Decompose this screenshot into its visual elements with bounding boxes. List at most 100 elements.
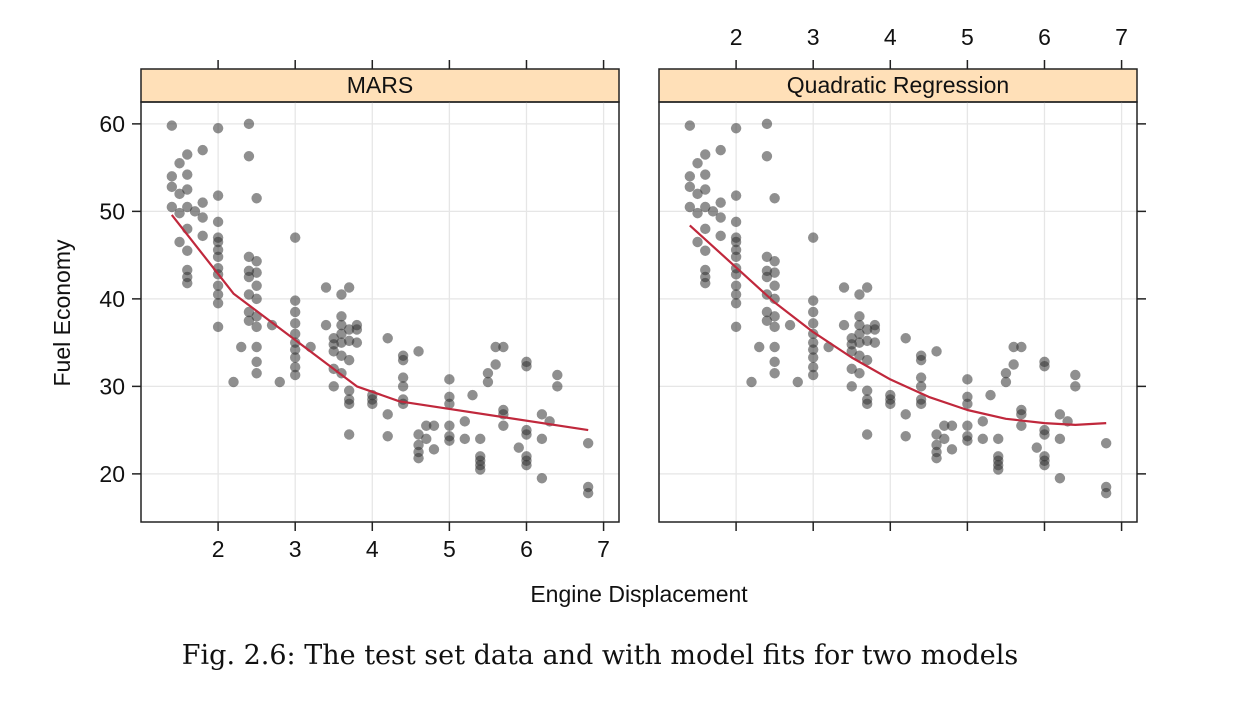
data-point <box>482 368 494 379</box>
data-point <box>336 311 347 322</box>
data-point <box>475 464 486 475</box>
data-point <box>754 341 765 353</box>
data-point <box>289 361 301 373</box>
data-point <box>212 190 224 201</box>
data-point <box>807 318 819 329</box>
data-point <box>536 409 548 420</box>
data-point <box>915 398 927 410</box>
data-point <box>174 236 185 248</box>
data-point <box>212 298 224 309</box>
data-point <box>931 429 942 440</box>
data-point <box>900 431 911 442</box>
data-point <box>1008 341 1019 353</box>
data-point <box>382 431 393 442</box>
data-point <box>838 282 850 293</box>
data-point <box>498 420 509 431</box>
data-point <box>251 356 262 368</box>
data-point <box>885 398 896 410</box>
data-point <box>166 171 178 182</box>
data-point <box>993 464 1004 475</box>
data-point <box>861 282 873 293</box>
data-point <box>854 350 865 361</box>
y-tick-label: 30 <box>99 373 125 399</box>
data-point <box>915 372 927 383</box>
panel-border <box>658 101 1138 523</box>
x-tick-label: 7 <box>597 536 610 562</box>
data-point <box>700 223 711 235</box>
data-point <box>854 319 865 331</box>
data-point <box>1054 409 1066 420</box>
data-point <box>730 190 742 201</box>
data-point <box>197 197 208 208</box>
x-tick-label: 5 <box>443 536 456 562</box>
data-point <box>382 333 393 344</box>
x-tick-label-top: 7 <box>1115 24 1128 50</box>
panel-0: MARS 2 3 4 5 6 7 20 30 40 50 60 <box>99 60 620 562</box>
data-point <box>413 346 424 357</box>
data-point <box>684 171 696 182</box>
fit-line <box>689 224 1107 426</box>
data-point <box>761 251 773 263</box>
data-point <box>807 352 819 363</box>
data-point <box>946 420 958 431</box>
data-point <box>289 369 301 381</box>
data-point <box>490 359 501 370</box>
data-point <box>854 289 865 300</box>
x-tick-label-top: 5 <box>961 24 974 50</box>
y-tick-label: 60 <box>99 111 125 137</box>
data-point <box>251 256 262 267</box>
panel-border <box>140 101 620 523</box>
data-point <box>174 188 185 200</box>
data-point <box>397 354 409 366</box>
data-point <box>1016 341 1027 353</box>
panel-title: MARS <box>347 72 413 98</box>
data-point <box>692 207 703 219</box>
data-point <box>459 433 471 445</box>
data-point <box>761 315 773 326</box>
data-point <box>174 158 185 169</box>
data-point <box>421 420 432 431</box>
data-point <box>715 144 726 156</box>
data-point <box>1070 381 1081 392</box>
data-point <box>490 341 501 353</box>
x-tick-label-top: 4 <box>884 24 897 50</box>
fit-line <box>170 214 589 432</box>
x-tick-label-top: 3 <box>807 24 820 50</box>
data-point <box>807 306 819 318</box>
data-point <box>182 184 193 195</box>
data-point <box>336 319 347 331</box>
data-point <box>351 324 363 335</box>
data-point <box>846 381 857 392</box>
data-point <box>444 435 455 446</box>
data-point <box>1039 459 1050 471</box>
y-tick-label: 50 <box>99 198 125 224</box>
data-point <box>761 306 773 318</box>
data-point <box>444 398 455 410</box>
data-point <box>428 444 440 455</box>
data-point <box>251 368 262 379</box>
data-point <box>289 328 301 340</box>
data-point <box>166 201 178 213</box>
data-point <box>336 328 347 340</box>
x-axis-label: Engine Displacement <box>530 581 748 607</box>
data-point <box>536 473 548 484</box>
data-point <box>212 236 224 248</box>
data-point <box>243 251 255 263</box>
data-point <box>320 319 332 331</box>
data-point <box>861 385 873 396</box>
data-point <box>174 207 185 219</box>
data-point <box>707 206 719 217</box>
data-point <box>769 280 780 291</box>
data-point <box>251 280 262 291</box>
data-point <box>182 149 193 160</box>
data-point <box>730 289 742 300</box>
data-point <box>692 236 703 248</box>
data-point <box>769 341 780 353</box>
data-point <box>946 444 958 455</box>
data-point <box>498 341 509 353</box>
data-point <box>351 337 363 348</box>
data-point <box>962 374 973 385</box>
x-tick-label-top: 2 <box>730 24 743 50</box>
data-point <box>684 120 696 131</box>
